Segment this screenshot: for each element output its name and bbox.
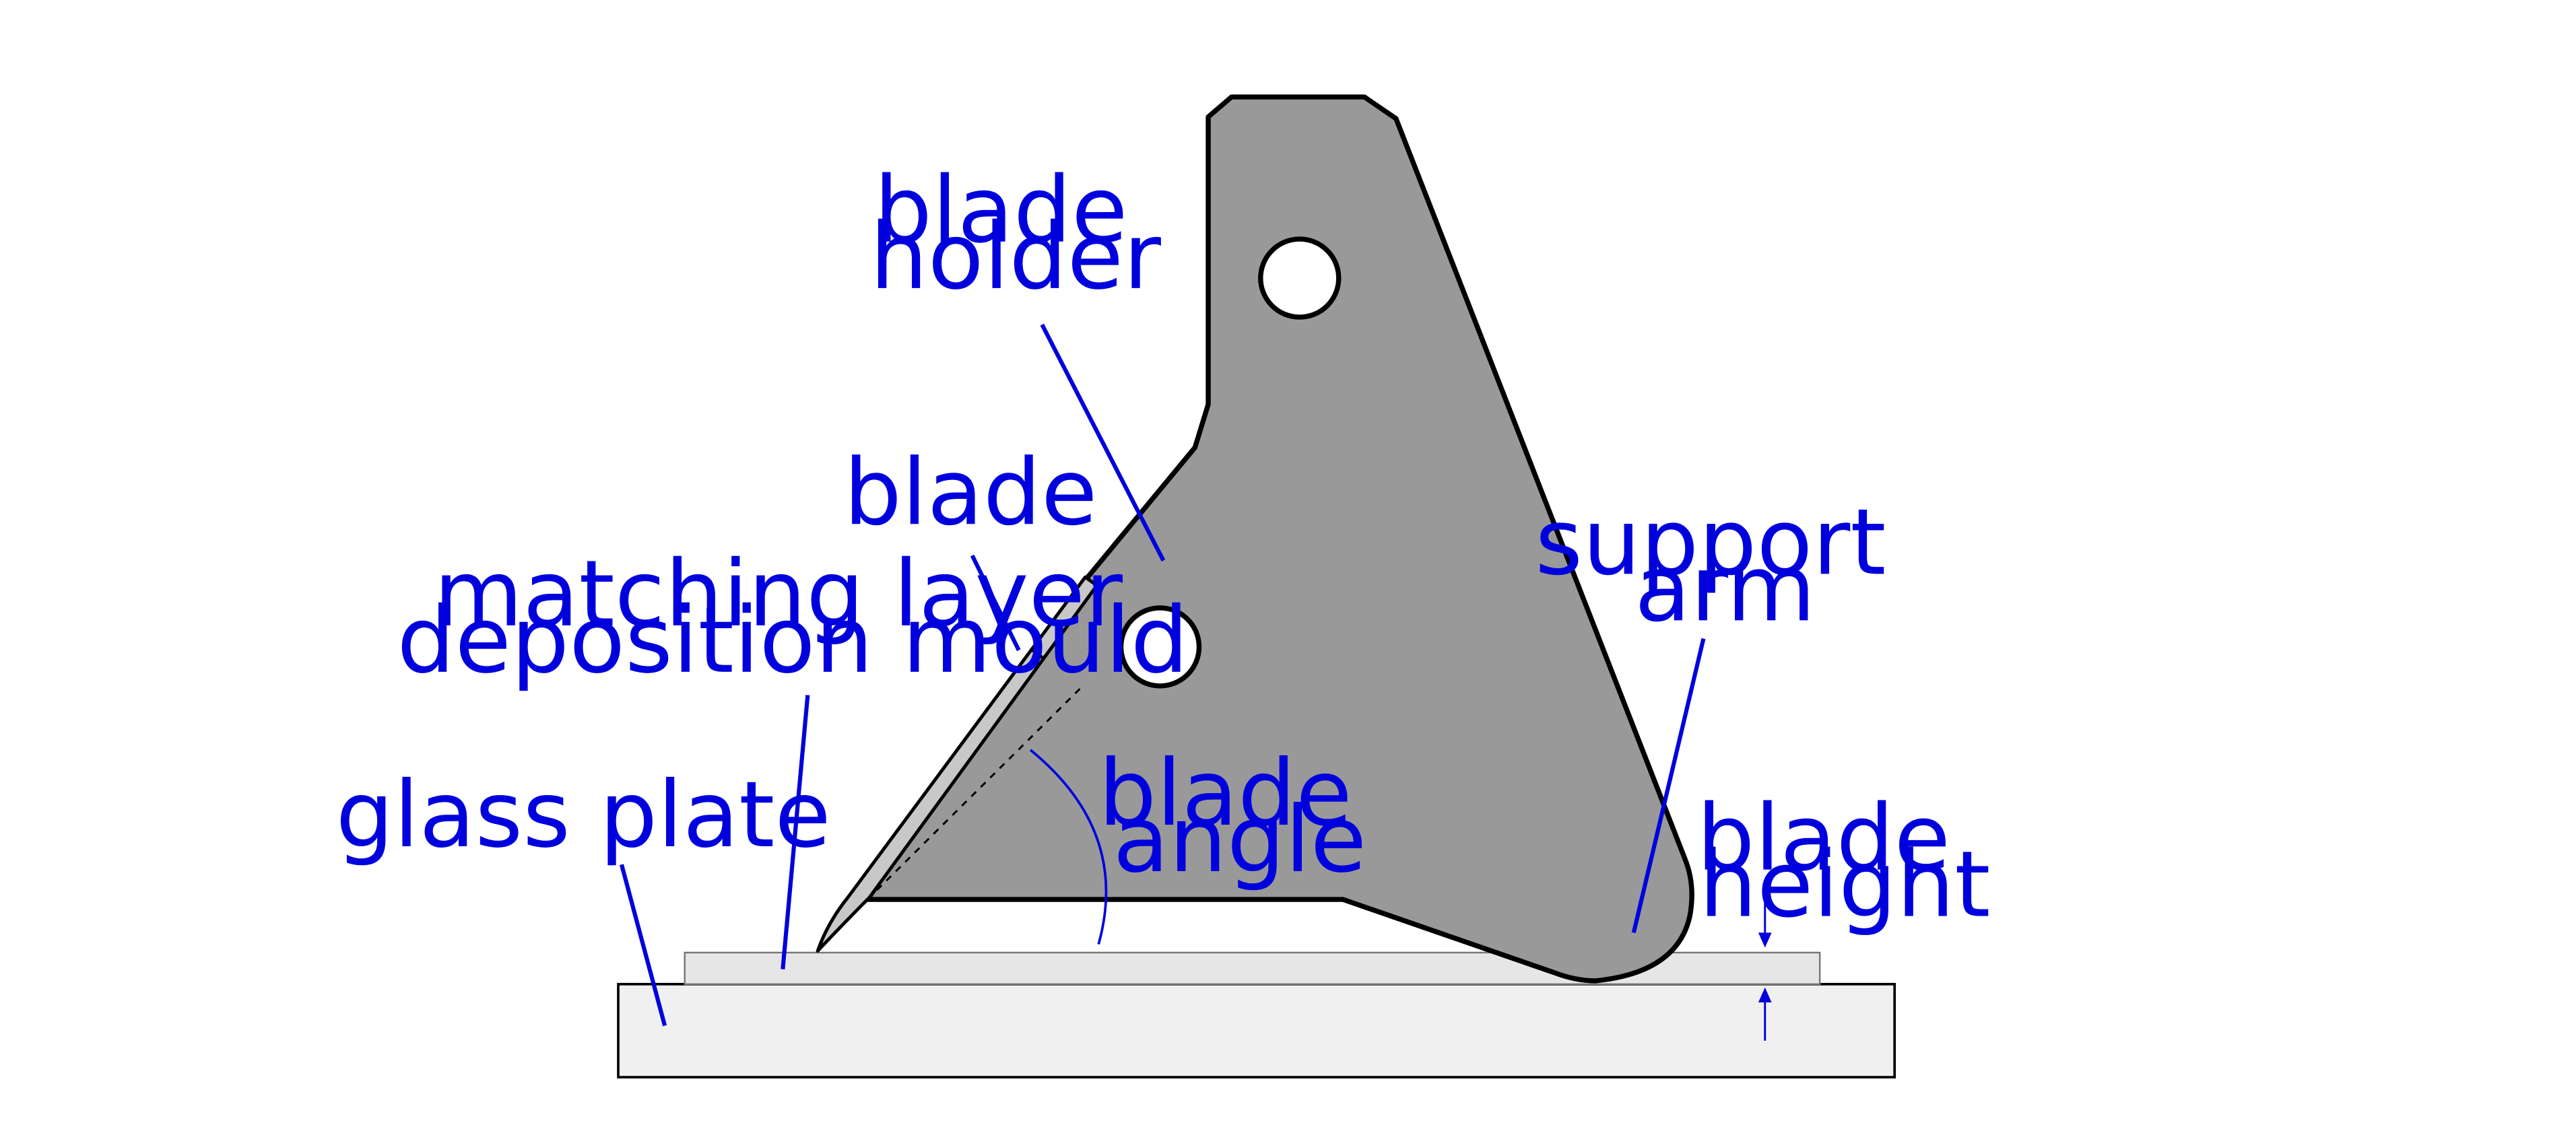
blade-angle-reference-line bbox=[867, 686, 1083, 901]
label-glass-plate: glass plate bbox=[336, 762, 831, 868]
label-blade-angle-line1: blade bbox=[1098, 741, 1352, 847]
blade-height-arrows bbox=[1758, 897, 1772, 1041]
leader-matching-layer-mould bbox=[781, 695, 810, 969]
blade-angle-arc bbox=[1029, 749, 1108, 945]
leader-blade bbox=[970, 554, 1021, 652]
leader-glass-plate bbox=[619, 864, 667, 1027]
label-blade-angle-line2: angle bbox=[1113, 787, 1367, 893]
label-matching-layer-mould-line1: matching layer bbox=[434, 541, 1123, 648]
label-blade-angle: blade angle bbox=[1098, 741, 1381, 893]
label-blade: blade bbox=[844, 440, 1098, 546]
glass-plate bbox=[617, 983, 1896, 1078]
label-support-arm-line2: arm bbox=[1634, 536, 1816, 642]
label-matching-layer-mould-line2: deposition mould bbox=[397, 588, 1188, 694]
label-glass-plate-line1: glass plate bbox=[336, 762, 831, 868]
blade bbox=[816, 575, 1099, 953]
mounting-hole-upper bbox=[1258, 236, 1342, 320]
leader-support-arm bbox=[1631, 638, 1706, 934]
mounting-hole-lower bbox=[1118, 605, 1202, 689]
blade-clamp-line bbox=[1029, 647, 1045, 660]
label-matching-layer-mould: matching layer deposition mould bbox=[397, 541, 1188, 694]
label-blade-line1: blade bbox=[844, 440, 1098, 546]
leader-blade-holder bbox=[1040, 323, 1166, 562]
label-blade-height-line1: blade bbox=[1696, 786, 1950, 892]
label-blade-holder-line2: holder bbox=[870, 204, 1161, 310]
label-support-arm: support arm bbox=[1535, 489, 1915, 642]
label-support-arm-line1: support bbox=[1535, 489, 1886, 596]
label-blade-height: blade height bbox=[1696, 786, 1990, 938]
blade-holder bbox=[865, 94, 1694, 984]
label-blade-holder: blade holder bbox=[870, 158, 1161, 310]
label-blade-height-line2: height bbox=[1699, 832, 1991, 938]
label-blade-holder-line1: blade bbox=[874, 158, 1128, 264]
